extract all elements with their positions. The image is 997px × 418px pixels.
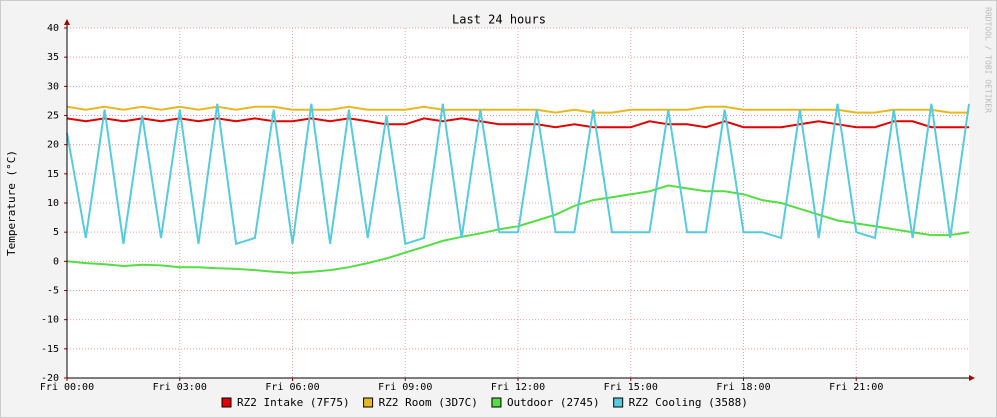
y-tick-label: 0 [53, 256, 59, 267]
y-axis-label: Temperature (°C) [5, 150, 18, 256]
x-arrow [969, 375, 975, 381]
legend-swatch [491, 397, 502, 408]
y-tick-label: -20 [41, 373, 59, 384]
x-tick-label: Fri 06:00 [265, 382, 319, 393]
y-tick-label: 15 [47, 169, 59, 180]
x-tick-label: Fri 18:00 [716, 382, 770, 393]
series-line [66, 103, 970, 246]
x-tick-label: Fri 12:00 [491, 382, 545, 393]
series-line [66, 117, 969, 129]
legend-label: Outdoor (2745) [507, 396, 600, 409]
x-tick-label: Fri 15:00 [604, 382, 658, 393]
y-arrow [64, 19, 70, 25]
y-tick-label: 30 [47, 81, 59, 92]
y-tick-label: -15 [41, 344, 59, 355]
y-tick-label: 10 [47, 198, 59, 209]
y-tick-label: 35 [47, 52, 59, 63]
legend-swatch [363, 397, 374, 408]
legend-label: RZ2 Cooling (3588) [629, 396, 748, 409]
legend-label: RZ2 Intake (7F75) [237, 396, 350, 409]
y-tick-label: 5 [53, 227, 59, 238]
y-tick-label: -5 [47, 286, 59, 297]
watermark: RRDTOOL / TOBI OETIKER [984, 7, 993, 113]
legend-swatch [613, 397, 624, 408]
legend-swatch [221, 397, 232, 408]
chart-title: Last 24 hours [452, 13, 546, 27]
y-tick-label: 40 [47, 23, 59, 34]
y-tick-label: -10 [41, 315, 59, 326]
x-tick-label: Fri 00:00 [40, 382, 94, 393]
x-tick-label: Fri 09:00 [378, 382, 432, 393]
x-tick-label: Fri 03:00 [153, 382, 207, 393]
y-tick-label: 25 [47, 111, 59, 122]
legend-label: RZ2 Room (3D7C) [379, 396, 478, 409]
x-tick-label: Fri 21:00 [829, 382, 883, 393]
y-tick-label: 20 [47, 140, 59, 151]
